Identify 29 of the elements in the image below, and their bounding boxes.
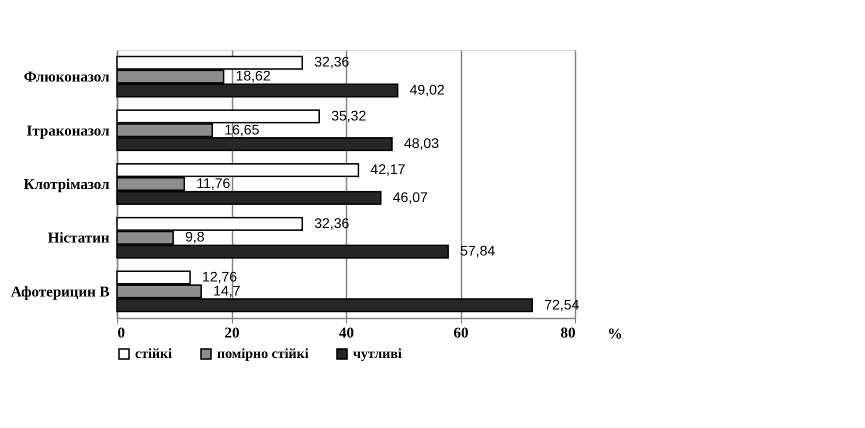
- data-label: 12,76: [202, 268, 238, 285]
- x-axis-title: %: [608, 326, 622, 342]
- y-tick-label: Флюконазол: [24, 70, 110, 86]
- y-tick-label: Клотрімазол: [24, 177, 110, 193]
- data-label: 16,65: [224, 121, 260, 138]
- data-label: 48,03: [404, 135, 440, 152]
- data-label: 42,17: [370, 161, 406, 178]
- x-tick-label: 20: [224, 326, 240, 342]
- x-tick-label: 80: [560, 326, 576, 342]
- data-label: 18,62: [236, 68, 271, 84]
- data-label: 9,8: [185, 228, 205, 245]
- data-label: 11,76: [196, 175, 231, 191]
- data-label: 32,36: [314, 54, 350, 70]
- data-label: 35,32: [331, 107, 366, 124]
- x-tick-label: 60: [454, 326, 468, 342]
- data-label: 32,36: [314, 214, 350, 231]
- legend-label: чутливі: [353, 347, 402, 362]
- y-tick-label: Ністатин: [48, 230, 110, 247]
- data-label: 14,7: [213, 282, 241, 298]
- data-label: 49,02: [410, 81, 445, 98]
- data-label: 72,54: [544, 296, 580, 312]
- legend-label: помірно стійкі: [217, 347, 309, 362]
- x-tick-label: 40: [339, 326, 354, 342]
- data-label: 46,07: [392, 188, 428, 205]
- data-label: 57,84: [460, 242, 496, 259]
- y-tick-label: Афотерицин В: [10, 284, 110, 300]
- x-tick-label: 0: [118, 326, 125, 342]
- y-tick-label: Ітраконазол: [26, 123, 110, 140]
- legend-label: стійкі: [135, 347, 172, 362]
